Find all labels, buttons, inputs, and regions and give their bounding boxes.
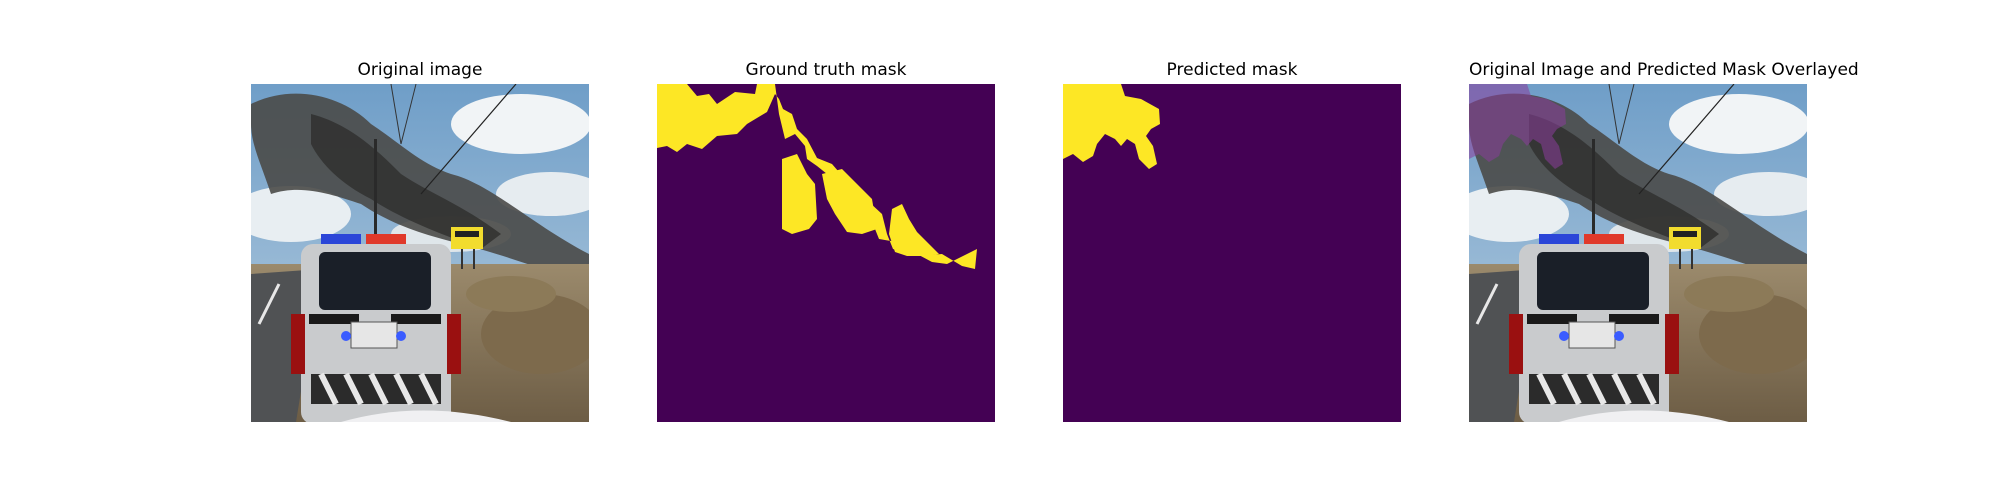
panel-title: Predicted mask xyxy=(1166,60,1298,80)
overlay-image xyxy=(1469,84,1807,422)
panel-title: Original Image and Predicted Mask Overla… xyxy=(1469,60,1859,80)
panel-title: Ground truth mask xyxy=(745,60,907,80)
predicted-mask-image xyxy=(1063,84,1401,422)
original-image xyxy=(251,84,589,422)
ground-truth-mask-image xyxy=(657,84,995,422)
panel-title: Original image xyxy=(357,60,483,80)
